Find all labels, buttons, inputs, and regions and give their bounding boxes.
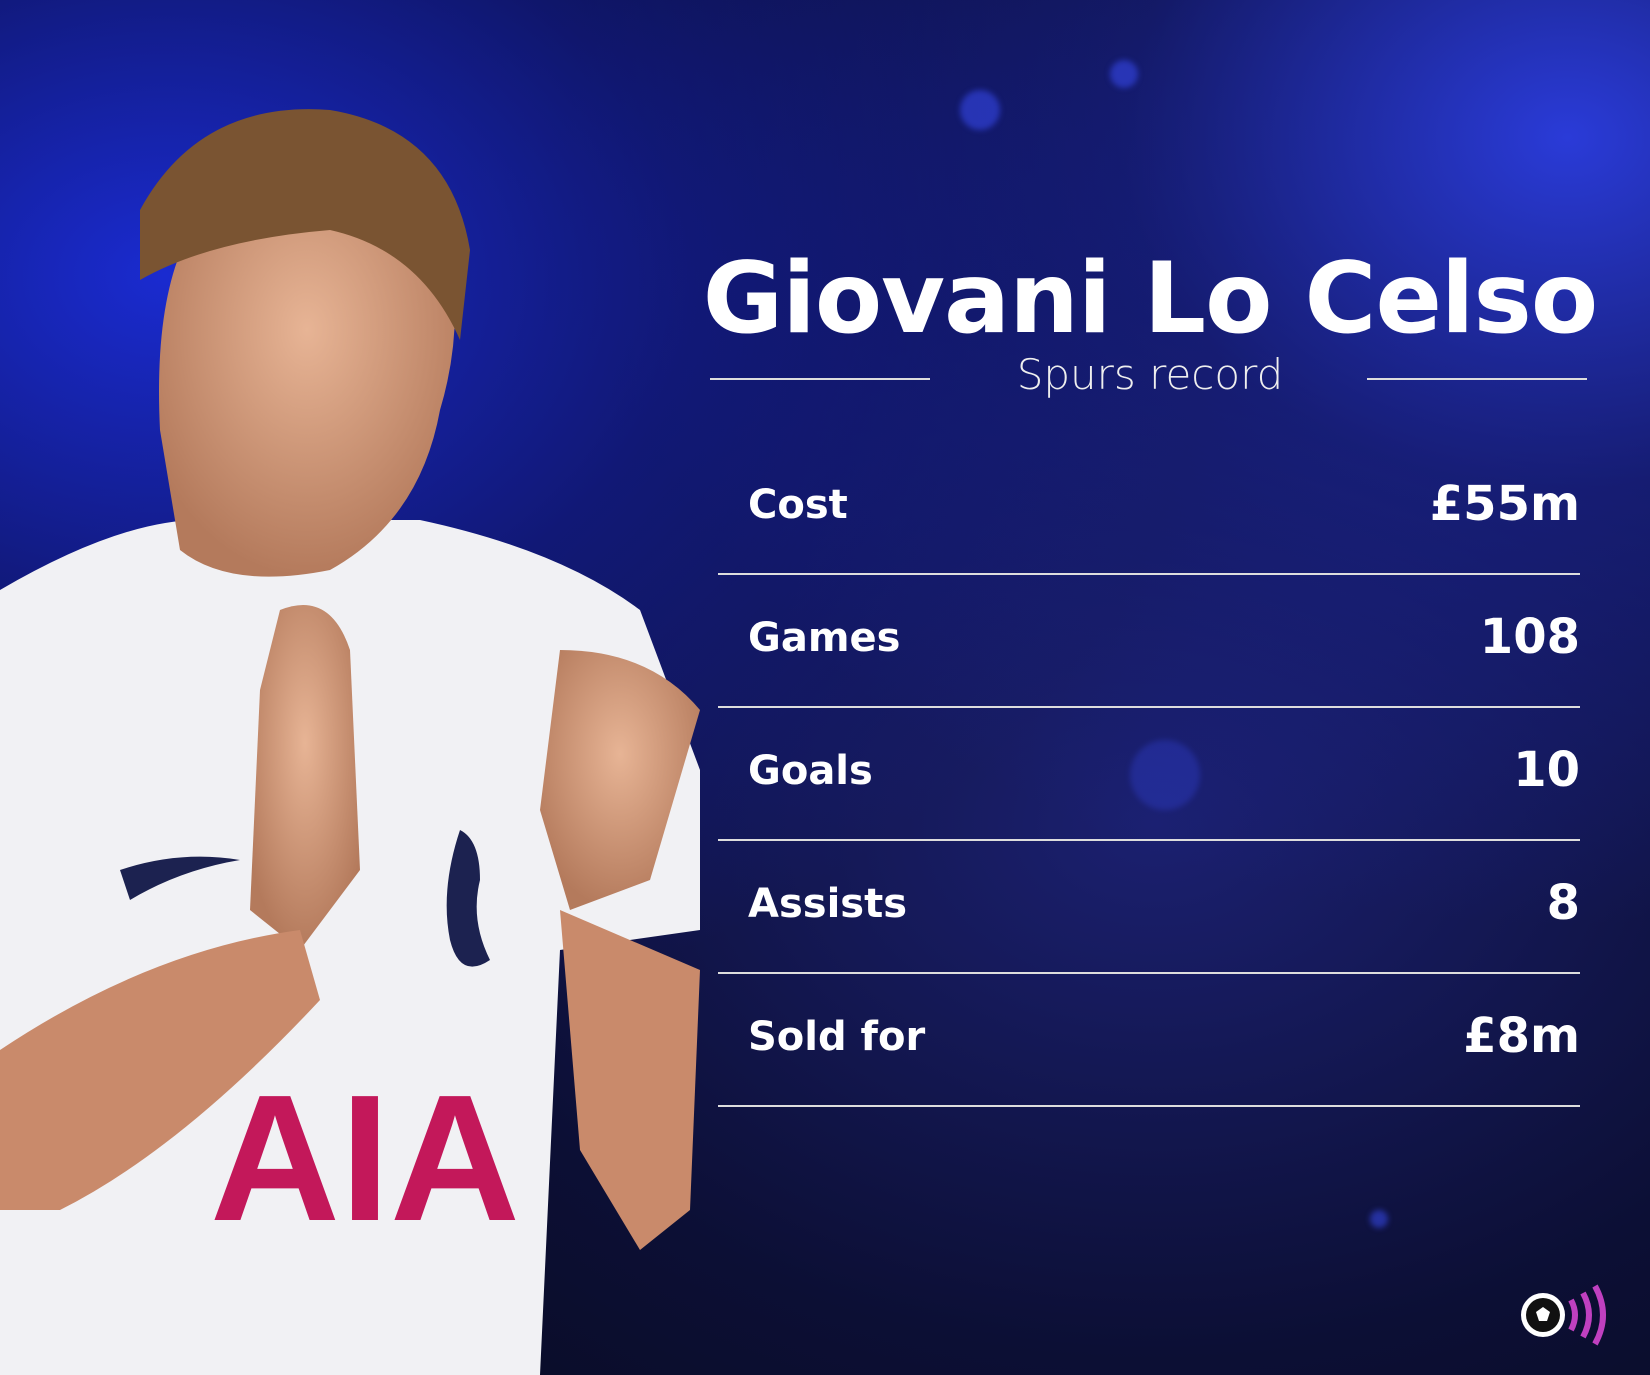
- divider-right: [1367, 378, 1587, 380]
- stat-row-goals: Goals 10: [718, 708, 1580, 841]
- divider-left: [710, 378, 930, 380]
- stat-row-assists: Assists 8: [718, 841, 1580, 974]
- stat-value: 8: [1546, 875, 1580, 931]
- svg-text:AIA: AIA: [210, 1058, 520, 1259]
- stat-row-games: Games 108: [718, 575, 1580, 708]
- stat-label: Sold for: [748, 1014, 926, 1060]
- stat-value: £8m: [1463, 1008, 1580, 1064]
- bokeh-light: [1130, 740, 1200, 810]
- player-photo: AIA: [0, 109, 700, 1375]
- stat-label: Games: [748, 615, 901, 661]
- stat-value: £55m: [1429, 476, 1580, 532]
- stat-label: Cost: [748, 482, 848, 528]
- stat-row-sold-for: Sold for £8m: [718, 974, 1580, 1107]
- bokeh-light: [1110, 60, 1138, 88]
- stat-value: 108: [1479, 609, 1580, 665]
- stat-row-cost: Cost £55m: [718, 442, 1580, 575]
- stat-label: Assists: [748, 881, 908, 927]
- bokeh-light: [1370, 1210, 1388, 1228]
- stat-value: 10: [1513, 742, 1580, 798]
- player-name-title: Giovani Lo Celso: [702, 242, 1598, 356]
- football-broadcast-logo-icon: [1521, 1284, 1606, 1346]
- bokeh-light: [960, 90, 1000, 130]
- stat-label: Goals: [748, 748, 873, 794]
- subtitle: Spurs record: [1016, 350, 1284, 399]
